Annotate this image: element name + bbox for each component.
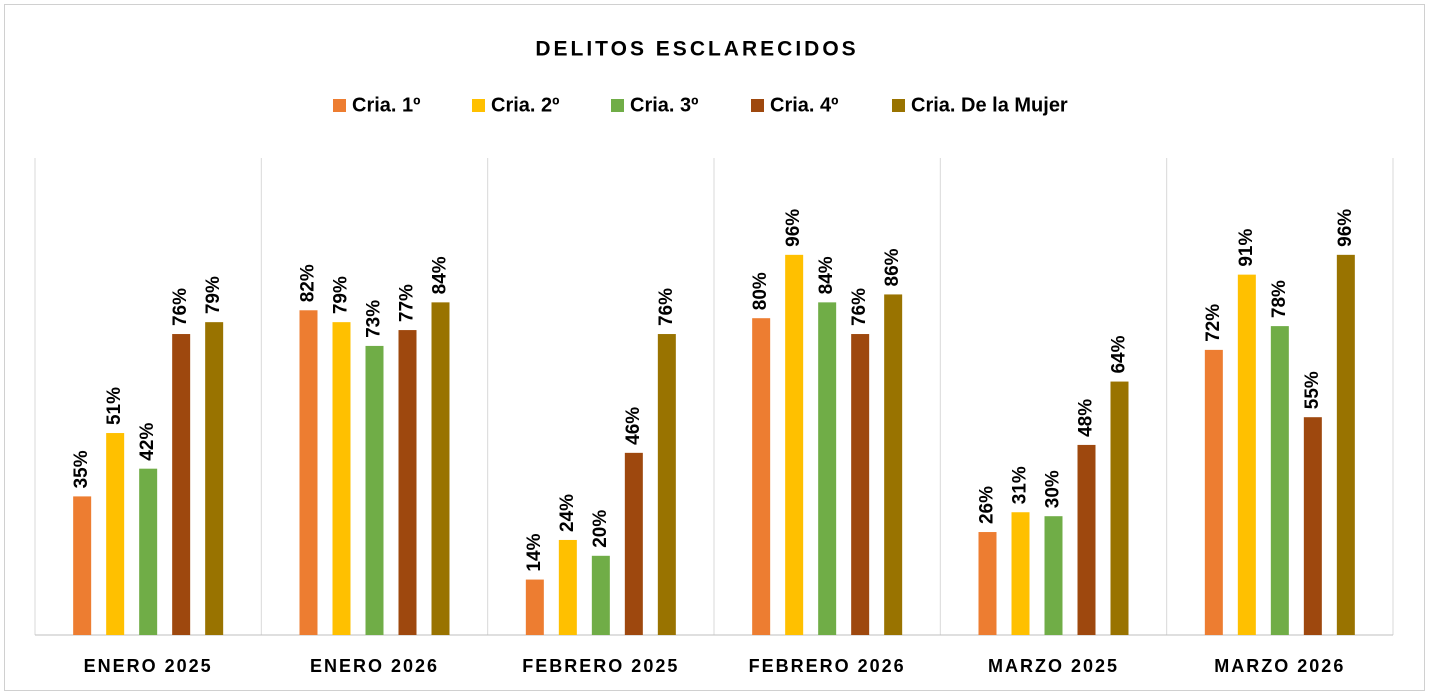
bar xyxy=(624,452,643,635)
x-tick-label: MARZO 2025 xyxy=(988,656,1119,676)
data-label: 82% xyxy=(298,264,319,302)
legend-label: Cria. De la Mujer xyxy=(911,94,1068,116)
data-label: 30% xyxy=(1043,470,1064,508)
legend-label: Cria. 2º xyxy=(491,94,559,116)
bar xyxy=(365,345,384,635)
bar xyxy=(818,302,837,635)
data-label: 84% xyxy=(816,256,837,294)
bar xyxy=(106,433,125,635)
data-label: 24% xyxy=(557,494,578,532)
data-label: 31% xyxy=(1010,466,1031,504)
bar xyxy=(332,322,351,635)
legend-label: Cria. 1º xyxy=(352,94,420,116)
bar xyxy=(1270,326,1289,635)
bar xyxy=(591,555,610,635)
data-label: 80% xyxy=(750,272,771,310)
legend-swatch xyxy=(751,99,764,112)
bar xyxy=(1303,417,1322,635)
data-label: 76% xyxy=(170,288,191,326)
bar xyxy=(752,318,771,635)
data-label: 96% xyxy=(783,209,804,247)
bar xyxy=(851,334,870,635)
data-label: 48% xyxy=(1076,399,1097,437)
bar xyxy=(558,539,577,635)
data-label: 77% xyxy=(397,284,418,322)
data-label: 51% xyxy=(104,387,125,425)
data-label: 64% xyxy=(1109,335,1130,373)
bar xyxy=(525,579,544,635)
legend-label: Cria. 3º xyxy=(630,94,698,116)
bar xyxy=(657,334,676,635)
data-label: 96% xyxy=(1335,209,1356,247)
bar xyxy=(73,496,92,635)
data-label: 79% xyxy=(331,276,352,314)
bar xyxy=(172,334,191,635)
legend-swatch xyxy=(892,99,905,112)
bar xyxy=(205,322,224,635)
data-label: 35% xyxy=(71,450,92,488)
data-label: 86% xyxy=(882,248,903,286)
bar xyxy=(299,310,318,635)
bar xyxy=(139,468,158,635)
bar xyxy=(1204,349,1223,635)
bar xyxy=(1336,254,1355,635)
data-label: 91% xyxy=(1236,229,1257,267)
bar xyxy=(1077,444,1096,635)
bar xyxy=(1237,274,1256,635)
chart-title: DELITOS ESCLARECIDOS xyxy=(535,38,858,61)
legend-swatch xyxy=(611,99,624,112)
legend-swatch xyxy=(472,99,485,112)
data-label: 72% xyxy=(1203,304,1224,342)
bar xyxy=(398,330,417,635)
bar xyxy=(785,254,804,635)
bar xyxy=(1044,516,1063,635)
legend-swatch xyxy=(333,99,346,112)
x-tick-label: MARZO 2026 xyxy=(1214,656,1345,676)
data-label: 42% xyxy=(137,423,158,461)
x-tick-label: ENERO 2026 xyxy=(310,656,439,676)
data-label: 79% xyxy=(203,276,224,314)
bar xyxy=(1011,512,1030,635)
x-tick-label: FEBRERO 2025 xyxy=(522,656,679,676)
x-tick-label: FEBRERO 2026 xyxy=(749,656,906,676)
legend-label: Cria. 4º xyxy=(770,94,838,116)
data-label: 73% xyxy=(364,300,385,338)
data-label: 84% xyxy=(430,256,451,294)
x-tick-label: ENERO 2025 xyxy=(84,656,213,676)
data-label: 55% xyxy=(1302,371,1323,409)
bar xyxy=(978,532,997,635)
bar xyxy=(431,302,450,635)
data-label: 78% xyxy=(1269,280,1290,318)
data-label: 76% xyxy=(849,288,870,326)
data-label: 76% xyxy=(656,288,677,326)
data-label: 20% xyxy=(590,510,611,548)
bar xyxy=(884,294,903,635)
data-label: 26% xyxy=(977,486,998,524)
bar xyxy=(1110,381,1129,635)
data-label: 14% xyxy=(524,533,545,571)
data-label: 46% xyxy=(623,407,644,445)
